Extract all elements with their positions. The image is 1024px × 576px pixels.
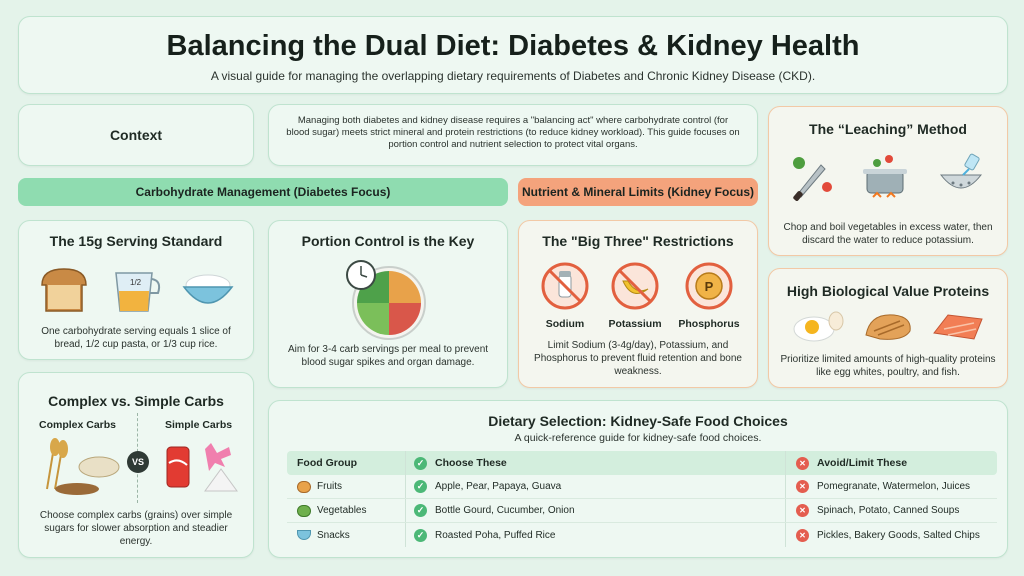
boiling-pot-icon <box>863 155 907 198</box>
fish-icon <box>933 314 983 340</box>
egg-icon <box>793 311 844 342</box>
big-three-item-sodium: Sodium <box>545 318 585 330</box>
leaching-card: The “Leaching” Method Chop and boil vege… <box>768 106 1008 256</box>
big-three-card: The "Big Three" Restrictions Sodium Pota… <box>518 220 758 388</box>
row-group: Snacks <box>317 529 350 541</box>
sodium-icon <box>541 262 589 310</box>
row-choose: Apple, Pear, Papaya, Guava <box>435 481 562 492</box>
leaching-title: The “Leaching” Method <box>809 121 967 137</box>
cross-icon: ✕ <box>796 528 809 542</box>
table-row: Vegetables ✓ Bottle Gourd, Cucumber, Onio… <box>287 499 997 523</box>
snacks-icon <box>297 530 311 540</box>
carbs-text: Choose complex carbs (grains) over simpl… <box>39 510 233 547</box>
big-three-item-potassium: Potassium <box>608 318 662 330</box>
simple-carbs-label: Simple Carbs <box>165 419 233 431</box>
row-avoid: Spinach, Potato, Canned Soups <box>817 505 960 516</box>
portion-card: Portion Control is the Key Aim for 3-4 c… <box>268 220 508 388</box>
grains-icon <box>46 438 120 495</box>
context-text-card: Managing both diabetes and kidney diseas… <box>268 104 758 166</box>
row-avoid: Pickles, Bakery Goods, Salted Chips <box>817 529 980 541</box>
poultry-icon <box>865 314 911 340</box>
header-avoid: Avoid/Limit These <box>817 457 908 469</box>
measuring-cup-icon: 1/2 <box>115 272 161 312</box>
big-three-text: Limit Sodium (3-4g/day), Potassium, and … <box>534 340 742 377</box>
header-card: Balancing the Dual Diet: Diabetes & Kidn… <box>18 16 1008 94</box>
row-avoid: Pomegranate, Watermelon, Juices <box>817 481 971 492</box>
vegetables-icon <box>297 504 311 517</box>
header-choose: Choose These <box>435 457 507 469</box>
context-label: Context <box>109 127 163 143</box>
vs-badge: VS <box>127 451 149 473</box>
cross-icon: ✕ <box>796 504 809 517</box>
portion-text: Aim for 3-4 carb servings per meal to pr… <box>287 344 489 368</box>
banana-icon <box>611 262 659 310</box>
check-icon: ✓ <box>414 504 427 517</box>
knife-vegetables-icon <box>793 157 832 201</box>
big-three-title: The "Big Three" Restrictions <box>542 233 734 249</box>
carb-section-banner: Carbohydrate Management (Diabetes Focus) <box>18 178 508 206</box>
row-choose: Roasted Poha, Puffed Rice <box>435 529 556 541</box>
row-group: Fruits <box>317 481 342 492</box>
row-choose: Bottle Gourd, Cucumber, Onion <box>435 505 575 516</box>
leaching-text: Chop and boil vegetables in excess water… <box>783 222 993 246</box>
portion-title: Portion Control is the Key <box>301 233 475 249</box>
protein-card: High Biological Value Proteins Prioritiz… <box>768 268 1008 388</box>
plate-icon <box>346 260 426 340</box>
table-header-row: Food Group ✓ Choose These ✕ Avoid/Limit Th… <box>287 451 997 475</box>
page-subtitle: A visual guide for managing the overlapp… <box>210 69 816 83</box>
row-group: Vegetables <box>317 505 367 516</box>
bread-icon <box>41 268 87 312</box>
check-icon: ✓ <box>414 528 427 542</box>
check-icon: ✓ <box>414 456 427 470</box>
table-row: Fruits ✓ Apple, Pear, Papaya, Guava ✕ Pome… <box>287 475 997 499</box>
context-text: Managing both diabetes and kidney diseas… <box>286 115 740 150</box>
serving-card: The 15g Serving Standard 1/2 One carbohy… <box>18 220 254 360</box>
table-row: Snacks ✓ Roasted Poha, Puffed Rice ✕ Pickl… <box>287 523 997 547</box>
colander-icon <box>939 153 983 189</box>
kidney-section-banner: Nutrient & Mineral Limits (Kidney Focus) <box>518 178 758 206</box>
carbs-card: Complex vs. Simple Carbs Complex Carbs S… <box>18 372 254 558</box>
protein-text: Prioritize limited amounts of high-quali… <box>780 354 996 378</box>
food-table: Food Group ✓ Choose These ✕ Avoid/Limit Th… <box>287 451 997 547</box>
page-title: Balancing the Dual Diet: Diabetes & Kidn… <box>166 30 860 62</box>
selection-card: Dietary Selection: Kidney-Safe Food Choi… <box>268 400 1008 558</box>
serving-title: The 15g Serving Standard <box>49 233 223 249</box>
big-three-item-phosphorus: Phosphorus <box>678 318 740 330</box>
cross-icon: ✕ <box>796 456 809 470</box>
selection-title: Dietary Selection: Kidney-Safe Food Choi… <box>488 413 788 429</box>
check-icon: ✓ <box>414 480 427 493</box>
carbs-title: Complex vs. Simple Carbs <box>48 393 224 409</box>
cross-icon: ✕ <box>796 480 809 493</box>
protein-title: High Biological Value Proteins <box>786 283 990 299</box>
cup-label: 1/2 <box>130 278 142 287</box>
header-food-group: Food Group <box>297 457 358 469</box>
phosphorus-icon: P <box>685 262 733 310</box>
serving-text: One carbohydrate serving equals 1 slice … <box>41 326 231 350</box>
rice-bowl-icon <box>182 274 234 304</box>
fruits-icon <box>297 480 311 493</box>
phosphorus-letter: P <box>705 279 714 294</box>
selection-subtitle: A quick-reference guide for kidney-safe … <box>514 432 762 444</box>
sweets-icon <box>166 443 238 492</box>
context-label-card: Context <box>18 104 254 166</box>
complex-carbs-label: Complex Carbs <box>39 419 117 431</box>
